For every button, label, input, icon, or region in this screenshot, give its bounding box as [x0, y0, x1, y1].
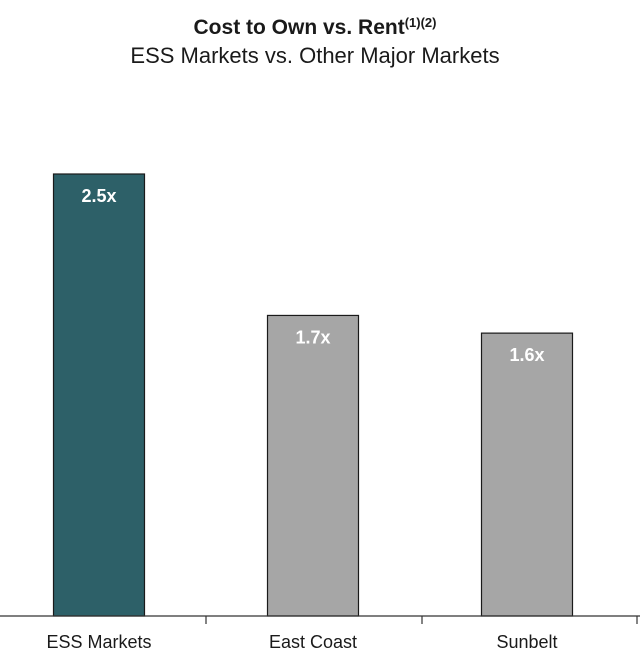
bar-east-coast	[266, 314, 360, 617]
chart-subtitle: ESS Markets vs. Other Major Markets	[130, 43, 500, 68]
category-label: ESS Markets	[46, 632, 151, 652]
bar-ess-markets	[52, 173, 146, 617]
chart-title-footnote: (1)(2)	[404, 15, 437, 30]
x-axis: ESS Markets East Coast Sunbelt	[0, 615, 640, 652]
bars-group	[52, 173, 574, 617]
value-label: 1.6x	[509, 345, 544, 365]
value-label: 2.5x	[81, 186, 116, 206]
category-label: East Coast	[269, 632, 357, 652]
bar-sunbelt	[480, 332, 574, 617]
value-label: 1.7x	[295, 327, 330, 347]
chart-title-text: Cost to Own vs. Rent	[193, 16, 405, 39]
chart-title-block: Cost to Own vs. Rent(1)(2) ESS Markets v…	[0, 14, 630, 70]
category-label: Sunbelt	[496, 632, 557, 652]
value-labels-group: 2.5x 1.7x 1.6x	[81, 186, 544, 365]
chart-title: Cost to Own vs. Rent(1)(2)	[0, 14, 630, 42]
